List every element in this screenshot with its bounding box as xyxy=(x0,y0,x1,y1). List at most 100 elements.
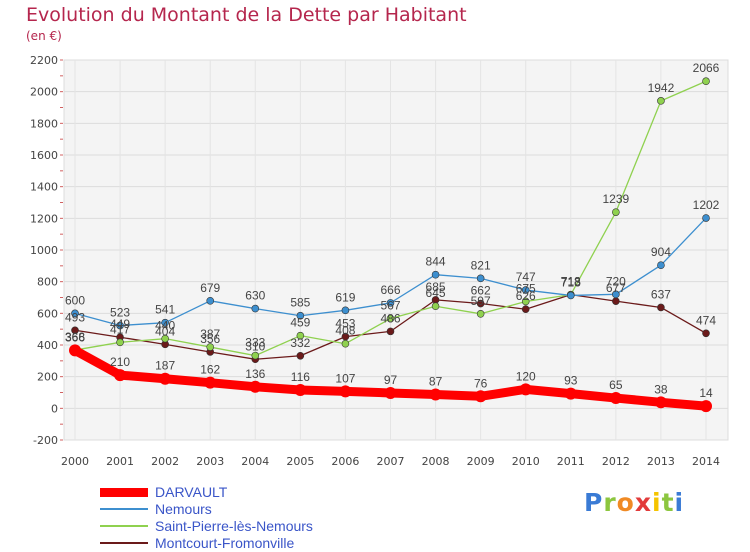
proxiti-logo: Proxiti xyxy=(584,488,684,517)
data-label: 187 xyxy=(155,359,175,373)
legend-item: Saint-Pierre-lès-Nemours xyxy=(100,518,313,535)
x-tick-label: 2012 xyxy=(602,455,630,468)
y-tick-label: 2000 xyxy=(30,86,58,99)
data-point xyxy=(386,314,395,323)
data-label: 332 xyxy=(290,336,310,350)
data-point xyxy=(612,290,620,299)
y-tick-label: -200 xyxy=(33,434,58,447)
data-label: 162 xyxy=(200,363,220,377)
x-tick-label: 2009 xyxy=(467,455,495,468)
data-label: 685 xyxy=(426,280,446,294)
data-point xyxy=(386,299,395,307)
data-point xyxy=(657,97,665,105)
data-label: 567 xyxy=(380,299,400,313)
data-point xyxy=(204,376,217,389)
data-label: 387 xyxy=(200,327,220,341)
data-label: 1942 xyxy=(648,81,675,95)
logo-letter: r xyxy=(603,488,617,517)
x-tick-label: 2010 xyxy=(512,455,540,468)
data-label: 675 xyxy=(516,281,536,295)
legend-swatch xyxy=(100,508,148,510)
y-tick-label: 0 xyxy=(51,402,58,415)
data-label: 356 xyxy=(200,332,220,346)
data-label: 65 xyxy=(609,378,623,392)
data-point xyxy=(116,321,124,330)
x-tick-label: 2003 xyxy=(196,455,224,468)
data-point xyxy=(386,327,395,336)
data-label: 637 xyxy=(651,287,671,301)
data-label: 417 xyxy=(110,322,130,336)
data-point xyxy=(609,392,622,405)
data-label: 76 xyxy=(474,376,488,390)
data-label: 493 xyxy=(65,310,85,324)
data-label: 630 xyxy=(245,289,265,303)
data-point xyxy=(657,303,665,312)
data-point xyxy=(384,386,397,399)
data-point xyxy=(612,297,620,305)
data-label: 619 xyxy=(335,290,355,304)
data-point xyxy=(71,326,79,335)
data-label: 720 xyxy=(606,274,626,288)
data-label: 486 xyxy=(380,311,400,325)
data-point xyxy=(654,396,667,409)
data-point xyxy=(566,291,575,300)
y-tick-label: 200 xyxy=(37,371,58,384)
data-point xyxy=(206,297,215,305)
data-point xyxy=(700,400,712,413)
data-point xyxy=(429,388,442,401)
logo-letter: i xyxy=(652,488,662,517)
data-label: 459 xyxy=(290,316,310,330)
data-point xyxy=(251,351,260,360)
logo-letter: P xyxy=(584,488,604,517)
data-label: 1202 xyxy=(693,198,720,212)
x-tick-label: 2005 xyxy=(286,455,314,468)
data-label: 408 xyxy=(335,324,355,338)
data-label: 821 xyxy=(471,258,491,272)
data-label: 904 xyxy=(651,245,671,259)
data-point xyxy=(294,383,307,396)
data-point xyxy=(251,304,260,313)
data-label: 120 xyxy=(516,369,536,383)
data-label: 1239 xyxy=(603,192,630,206)
data-point xyxy=(296,331,305,340)
data-point xyxy=(339,385,352,398)
x-tick-label: 2014 xyxy=(692,455,720,468)
legend-item: DARVAULT xyxy=(100,484,313,501)
data-label: 333 xyxy=(245,336,265,350)
x-tick-label: 2002 xyxy=(151,455,179,468)
data-point xyxy=(161,318,169,327)
y-tick-label: 1000 xyxy=(30,244,58,257)
data-label: 645 xyxy=(426,286,446,300)
data-point xyxy=(206,343,215,351)
legend-label: Saint-Pierre-lès-Nemours xyxy=(155,518,313,534)
data-point xyxy=(476,274,485,283)
y-tick-label: 1200 xyxy=(30,212,58,225)
legend-item: Nemours xyxy=(100,501,313,518)
legend-item: Montcourt-Fromonville xyxy=(100,535,313,552)
chart-legend: DARVAULT Nemours Saint-Pierre-lès-Nemours M… xyxy=(100,484,313,552)
data-label: 38 xyxy=(654,382,668,396)
data-point xyxy=(564,387,577,400)
y-tick-label: 1400 xyxy=(30,181,58,194)
data-label: 404 xyxy=(155,324,175,338)
data-label: 666 xyxy=(380,283,400,297)
data-label: 440 xyxy=(155,319,175,333)
data-label: 679 xyxy=(200,281,220,295)
legend-label: Montcourt-Fromonville xyxy=(155,535,295,551)
data-label: 718 xyxy=(561,275,581,289)
data-point xyxy=(161,334,169,343)
legend-swatch xyxy=(100,542,148,544)
data-point xyxy=(612,208,620,216)
data-point xyxy=(519,383,532,396)
data-label: 107 xyxy=(335,371,355,385)
y-tick-label: 2200 xyxy=(30,54,58,67)
data-label: 677 xyxy=(606,281,626,295)
chart-title: Evolution du Montant de la Dette par Hab… xyxy=(26,4,467,26)
data-point xyxy=(116,338,124,347)
data-point xyxy=(521,305,530,314)
x-tick-label: 2004 xyxy=(241,455,269,468)
chart-subtitle: (en €) xyxy=(26,29,62,43)
y-tick-label: 1800 xyxy=(30,117,58,130)
data-label: 210 xyxy=(110,355,130,369)
